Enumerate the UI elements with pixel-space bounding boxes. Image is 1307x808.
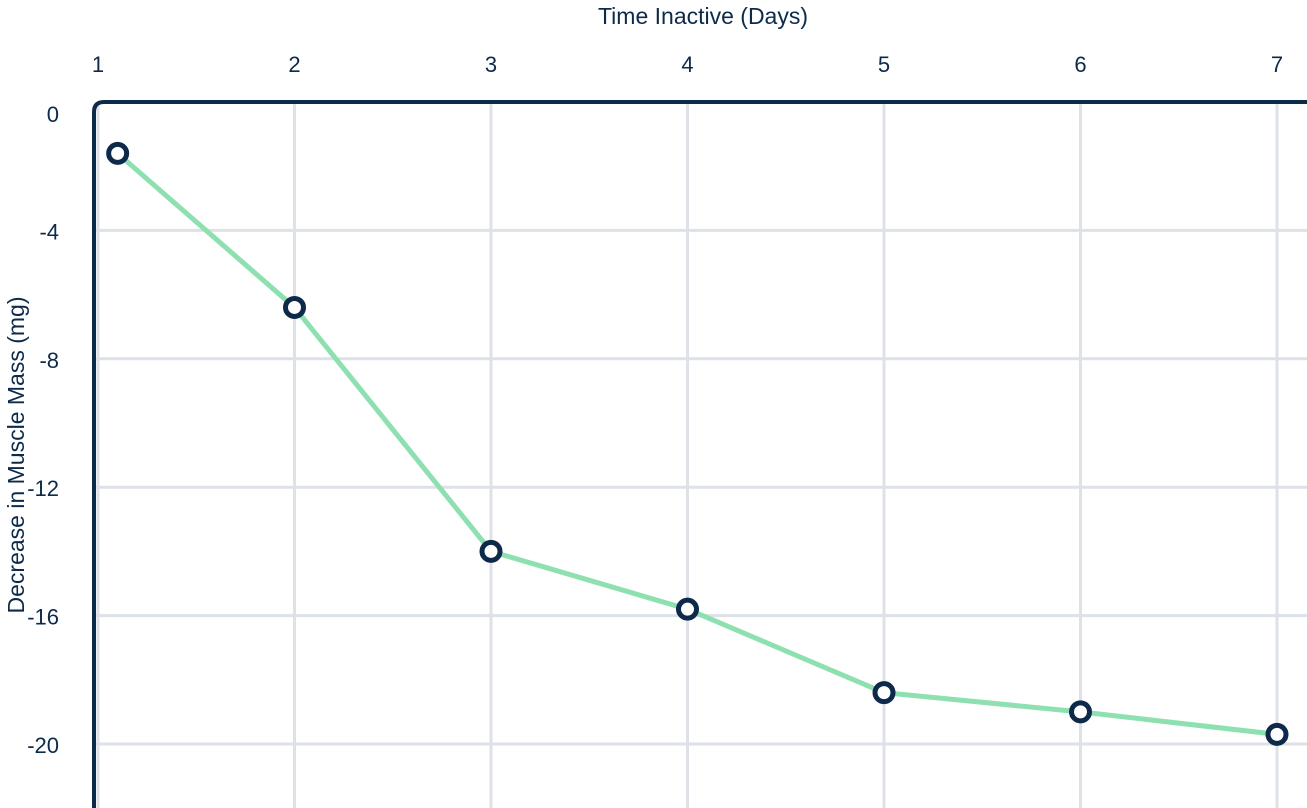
y-tick-label: -16 xyxy=(27,605,59,630)
data-point xyxy=(1265,722,1289,746)
tick-labels: 1 2 3 4 5 6 7 0 -4 -8 -12 -16 -20 xyxy=(27,52,1283,758)
data-point xyxy=(106,141,130,165)
y-tick-label: -20 xyxy=(27,733,59,758)
x-tick-label: 4 xyxy=(681,52,693,77)
data-point xyxy=(676,597,699,621)
axis-frame xyxy=(92,100,1307,808)
data-point xyxy=(1069,700,1092,724)
y-tick-label: -8 xyxy=(39,348,59,373)
x-tick-label: 7 xyxy=(1271,52,1283,77)
x-tick-label: 3 xyxy=(485,52,497,77)
x-tick-label: 1 xyxy=(92,52,104,77)
grid-lines xyxy=(94,102,1307,808)
x-axis-title: Time Inactive (Days) xyxy=(598,3,808,29)
data-point xyxy=(479,539,503,563)
y-tick-label: 0 xyxy=(47,102,59,127)
series-lines xyxy=(115,150,1280,737)
x-tick-label: 2 xyxy=(288,52,300,77)
y-tick-label: -12 xyxy=(27,476,59,501)
y-axis-title: Decrease in Muscle Mass (mg) xyxy=(3,297,29,614)
x-tick-label: 6 xyxy=(1074,52,1086,77)
data-point xyxy=(872,681,896,705)
x-tick-label: 5 xyxy=(878,52,890,77)
data-points xyxy=(106,141,1289,746)
series-line xyxy=(115,150,1280,737)
data-point xyxy=(283,295,306,319)
y-tick-label: -4 xyxy=(39,219,59,244)
axes xyxy=(92,100,1307,808)
